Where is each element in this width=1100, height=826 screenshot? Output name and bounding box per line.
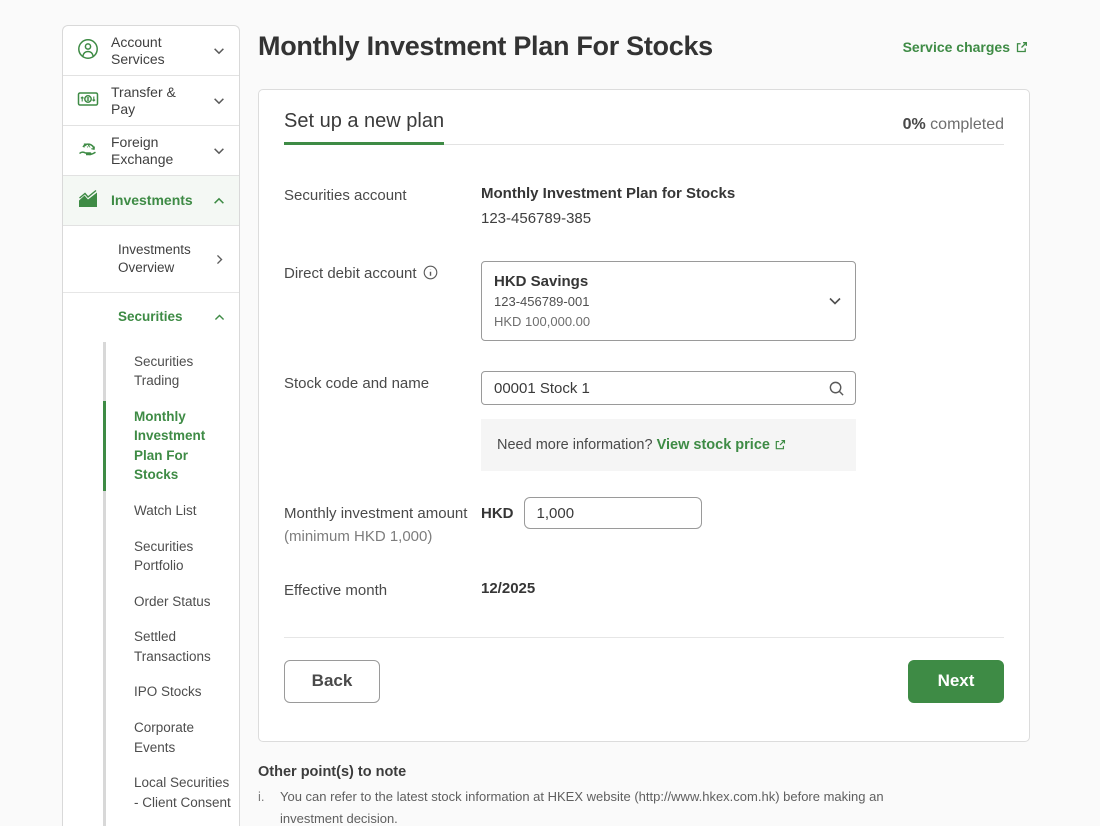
sidebar-item-transfer-pay[interactable]: Transfer & Pay [63,76,239,126]
user-icon [76,37,100,64]
card-footer: Back Next [284,638,1004,703]
main-content: Monthly Investment Plan For Stocks Servi… [258,25,1030,826]
sidebar-item-settled-transactions[interactable]: Settled Transactions [134,629,211,664]
plan-form: Securities account Monthly Investment Pl… [284,145,1004,603]
debit-account-label: Direct debit account [284,261,481,341]
sidebar-item-label: Account Services [111,33,165,67]
page-title: Monthly Investment Plan For Stocks [258,31,713,61]
progress-label: completed [925,116,1004,133]
tab-set-up-new-plan: Set up a new plan [284,110,445,145]
stock-info-text: Need more information? [497,437,657,453]
amount-input[interactable] [523,497,702,529]
progress-indicator: 0% completed [903,116,1004,144]
securities-account-name: Monthly Investment Plan for Stocks [481,185,736,202]
sidebar-item-label: Transfer & Pay [111,83,176,117]
sidebar-item-quote-meter[interactable]: Quote Meter [106,820,239,826]
debit-account-selected-option: HKD Savings 123-456789-001 HKD 100,000.0… [494,271,819,331]
sidebar-item-investments-overview[interactable]: Investments Overview [63,226,239,294]
effective-month-label: Effective month [284,582,388,599]
stock-code-row: Stock code and name Need more informatio… [284,371,1004,471]
sidebar-item-securities-trading[interactable]: Securities Trading [134,353,194,389]
chevron-down-icon [827,293,843,309]
chevron-up-icon [213,311,226,324]
sidebar-item-foreign-exchange[interactable]: FX Foreign Exchange [63,126,239,176]
sidebar-item-order-status[interactable]: Order Status [134,593,211,609]
sidebar-item-label: Foreign Exchange [111,133,174,167]
page-header: Monthly Investment Plan For Stocks Servi… [258,25,1030,62]
search-icon[interactable] [828,380,845,397]
sidebar-item-account-services[interactable]: Account Services [63,26,239,76]
debit-account-balance: HKD 100,000.00 [494,313,591,329]
setup-plan-card: Set up a new plan 0% completed Securitie… [258,89,1030,742]
securities-submenu: Securities Trading Monthly Investment Pl… [103,341,239,826]
card-header: Set up a new plan 0% completed [284,110,1004,145]
back-button[interactable]: Back [284,659,380,703]
chevron-right-icon [213,253,226,266]
sidebar-item-watch-list[interactable]: Watch List [134,503,197,519]
chevron-down-icon [212,44,226,58]
sidebar-nav: Account Services Transfer & Pay FX [62,25,240,826]
debit-account-value: HKD Savings 123-456789-001 HKD 100,000.0… [481,261,1004,341]
securities-account-number: 123-456789-385 [481,209,592,227]
effective-month-row: Effective month 12/2025 [284,578,1004,603]
view-stock-price-link[interactable]: View stock price [657,437,786,453]
debit-account-name: HKD Savings [494,273,589,290]
service-charges-label: Service charges [902,39,1010,55]
external-link-icon [1015,41,1028,54]
sidebar-item-securities[interactable]: Securities [63,293,239,341]
chart-icon [76,187,100,214]
service-charges-link[interactable]: Service charges [903,39,1028,55]
debit-account-select[interactable]: HKD Savings 123-456789-001 HKD 100,000.0… [481,261,856,341]
other-points-section: Other point(s) to note You can refer to … [258,764,898,826]
fx-icon: FX [76,137,100,164]
sidebar-item-monthly-investment-plan[interactable]: Monthly Investment Plan For Stocks [103,399,239,493]
sidebar-item-label: Investments [111,192,193,209]
effective-month-value: 12/2025 [481,580,536,597]
notes-title: Other point(s) to note [258,763,407,780]
sidebar-item-securities-portfolio[interactable]: Securities Portfolio [134,538,194,574]
debit-account-number: 123-456789-001 [494,294,590,309]
stock-info-banner: Need more information? View stock price [481,419,856,471]
sidebar-item-ipo-stocks[interactable]: IPO Stocks [134,684,202,700]
stock-code-input[interactable] [494,379,828,397]
securities-account-label: Securities account [284,187,407,204]
progress-value: 0% [902,116,926,133]
card-divider [284,636,1004,638]
debit-account-row: Direct debit account HKD Savings 123-456… [284,261,1004,341]
next-button[interactable]: Next [908,659,1004,703]
currency-label: HKD [481,504,514,522]
notes-list: You can refer to the latest stock inform… [258,786,898,826]
securities-account-value: Monthly Investment Plan for Stocks 123-4… [481,183,1004,231]
amount-minimum-hint: (minimum HKD 1,000) [284,527,433,545]
amount-label: Monthly investment amount (minimum HKD 1… [284,501,481,548]
info-icon[interactable] [423,265,438,280]
stock-code-value: Need more information? View stock price [481,371,1004,471]
svg-text:FX: FX [84,144,91,150]
chevron-down-icon [212,144,226,158]
sidebar-item-local-securities-client-consent[interactable]: Local Securities - Client Consent [134,775,231,810]
sidebar-item-label: Securities [118,309,183,325]
sidebar-item-corporate-events[interactable]: Corporate Events [134,719,195,755]
banknote-icon [76,87,100,114]
securities-account-row: Securities account Monthly Investment Pl… [284,183,1004,231]
chevron-down-icon [212,94,226,108]
sidebar-item-label: Investments Overview [118,242,191,276]
chevron-up-icon [212,194,226,208]
amount-row: Monthly investment amount (minimum HKD 1… [284,497,1004,548]
external-link-icon [774,439,786,451]
sidebar-item-investments[interactable]: Investments [63,176,239,226]
note-item: You can refer to the latest stock inform… [258,786,884,826]
stock-search-field [481,371,856,405]
stock-code-label: Stock code and name [284,375,430,392]
amount-value: HKD [481,497,1004,548]
